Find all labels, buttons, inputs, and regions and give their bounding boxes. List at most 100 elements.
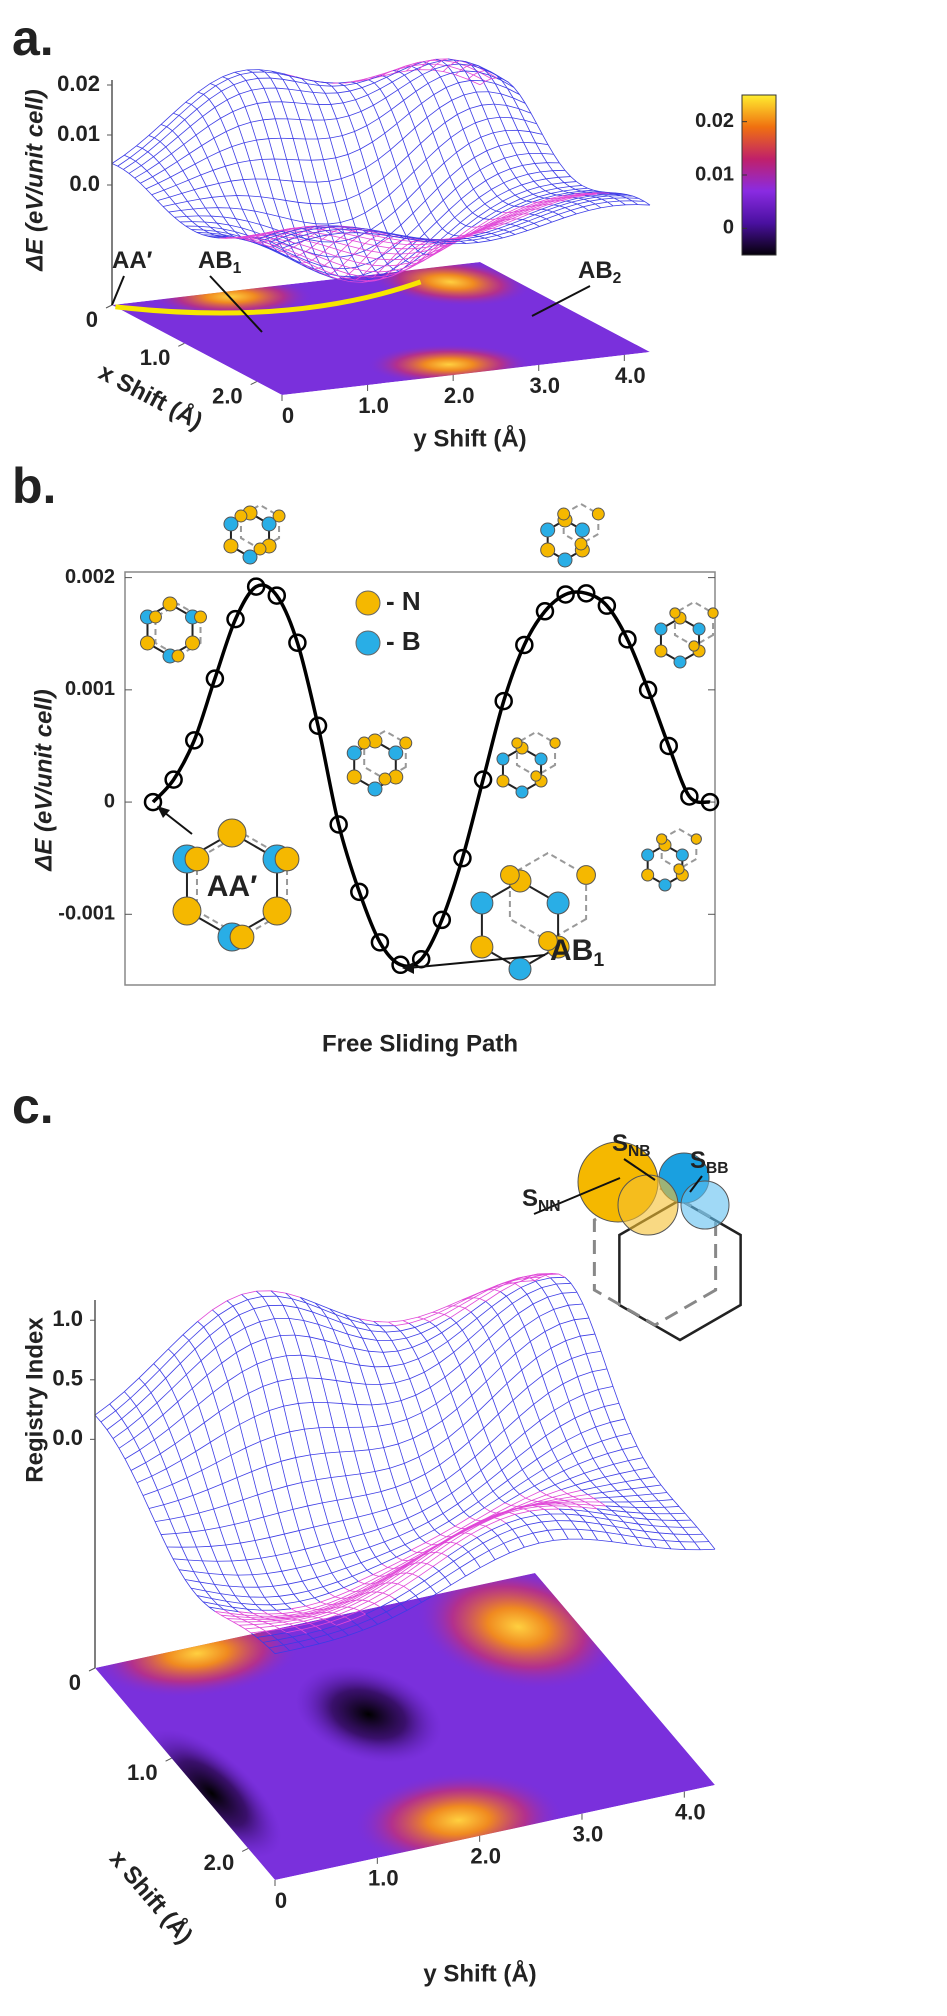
mesh-line <box>285 200 298 203</box>
mesh-line <box>330 269 337 274</box>
mesh-line <box>530 1331 546 1342</box>
mesh-line <box>330 1358 346 1363</box>
mesh-line <box>412 1340 428 1348</box>
mesh-line <box>165 1363 181 1379</box>
mesh-line <box>502 1507 518 1513</box>
mesh-line <box>586 191 593 194</box>
mesh-line <box>365 256 379 260</box>
mesh-line <box>209 1335 217 1348</box>
mesh-line <box>172 130 179 137</box>
mesh-line <box>385 270 392 277</box>
mesh-line <box>368 1449 376 1472</box>
mesh-line <box>344 1314 360 1320</box>
mesh-line <box>417 1548 433 1559</box>
mesh-line <box>229 207 243 210</box>
mesh-line <box>250 1632 258 1638</box>
mesh-line <box>559 1319 575 1325</box>
mesh-line <box>440 76 447 88</box>
mesh-line <box>292 1505 308 1510</box>
y-tick-label: 0 <box>104 790 115 812</box>
mesh-line <box>327 226 340 230</box>
mesh-line <box>637 1495 644 1502</box>
data-point <box>267 586 287 605</box>
mesh-line <box>488 1542 504 1551</box>
mesh-line <box>232 1606 239 1613</box>
mesh-line <box>385 1403 393 1424</box>
mesh-line <box>268 240 282 244</box>
mesh-line <box>568 1394 584 1402</box>
mesh-line <box>277 1378 293 1382</box>
mesh-line <box>345 1473 361 1477</box>
mesh-line <box>225 1544 233 1562</box>
mesh-line <box>238 1314 246 1328</box>
mesh-line <box>492 1490 500 1499</box>
mesh-line <box>363 1533 371 1548</box>
mesh-line <box>533 181 540 188</box>
mesh-line <box>304 1427 320 1430</box>
mesh-line <box>250 1344 258 1365</box>
mesh-line <box>342 265 355 270</box>
mesh-line <box>154 1518 170 1523</box>
mesh-line <box>138 1363 154 1379</box>
mesh-line <box>300 232 314 237</box>
mesh-line <box>148 1414 164 1428</box>
mesh-line <box>523 1508 530 1512</box>
atom <box>470 935 494 959</box>
mesh-line <box>590 195 597 198</box>
mesh-line <box>484 1507 491 1512</box>
mesh-line <box>227 1371 243 1382</box>
mesh-line <box>415 1395 423 1413</box>
mesh-line <box>529 1508 545 1512</box>
mesh-line <box>260 196 268 214</box>
mesh-line <box>355 232 368 234</box>
mesh-line <box>183 1416 191 1434</box>
mesh-line <box>381 72 388 77</box>
mesh-line <box>615 192 622 195</box>
mesh-line <box>304 236 311 241</box>
mesh-line <box>539 183 552 188</box>
mesh-line <box>442 1513 450 1522</box>
mesh-line <box>479 236 485 239</box>
mesh-line <box>136 135 150 147</box>
mesh-line <box>438 1363 446 1378</box>
mesh-line <box>404 1537 420 1546</box>
mesh-line <box>579 1335 587 1354</box>
mesh-line <box>168 209 181 213</box>
mesh-line <box>331 1567 347 1574</box>
mesh-line <box>356 1404 364 1428</box>
mesh-line <box>664 1506 680 1508</box>
mesh-line <box>536 1449 552 1460</box>
mesh-line <box>476 71 484 81</box>
mesh-line <box>542 1365 558 1376</box>
panel-label: b. <box>12 458 56 514</box>
mesh-line <box>209 1442 217 1463</box>
atom <box>223 516 239 532</box>
atom <box>656 833 668 845</box>
mesh-line <box>274 1623 290 1627</box>
mesh-line <box>342 131 355 137</box>
mesh-line <box>303 1620 310 1624</box>
mesh-line <box>168 1334 184 1350</box>
legend-marker <box>355 630 381 656</box>
mesh-line <box>312 232 320 237</box>
mesh-line <box>362 274 369 280</box>
mesh-line <box>478 1501 485 1509</box>
mesh-line <box>485 1525 492 1531</box>
mesh-line <box>178 1569 194 1573</box>
data-point <box>205 669 225 688</box>
mesh-line <box>174 1433 190 1445</box>
mesh-line <box>323 1603 339 1610</box>
x-tick-label: 1.0 <box>140 345 171 370</box>
mesh-line <box>268 1647 276 1654</box>
mesh-line <box>276 1609 283 1614</box>
mesh-line <box>171 144 184 155</box>
mesh-line <box>253 1416 261 1442</box>
mesh-line <box>283 1533 291 1553</box>
mesh-line <box>306 83 314 93</box>
mesh-line <box>150 1377 166 1393</box>
mesh-line <box>549 195 563 199</box>
mesh-line <box>387 263 394 270</box>
mesh-line <box>404 1456 420 1464</box>
mesh-line <box>142 1402 158 1417</box>
mesh-line <box>552 170 559 178</box>
